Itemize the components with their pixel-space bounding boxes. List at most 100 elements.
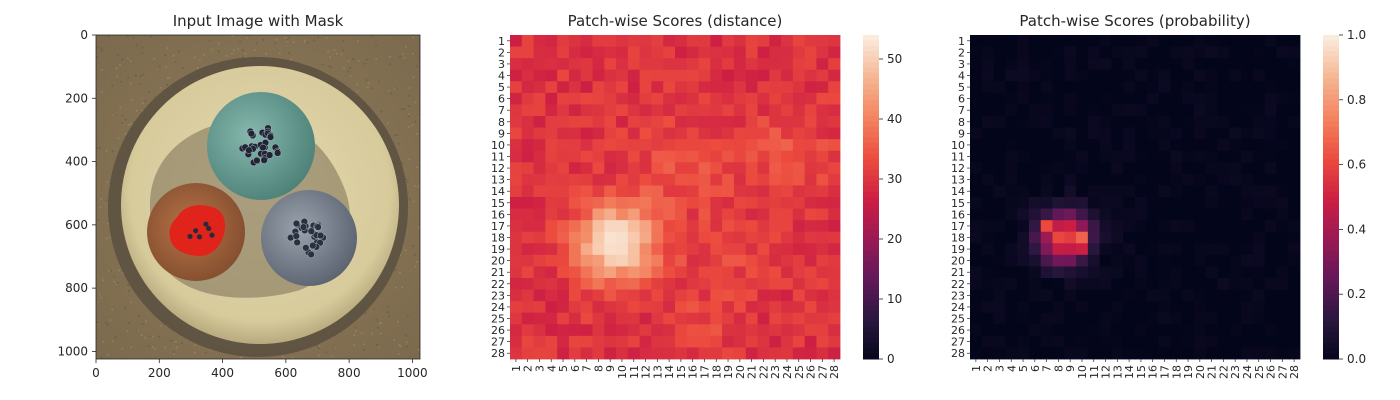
heatmap-cell xyxy=(1182,289,1195,302)
speckle xyxy=(412,36,415,39)
heatmap-cell xyxy=(604,197,617,209)
heatmap-cell xyxy=(521,254,534,267)
heatmap-cell xyxy=(1241,173,1254,186)
heatmap-cell xyxy=(1028,208,1042,221)
heatmap-y-tick-label: 1 xyxy=(498,35,505,48)
heatmap-cell xyxy=(981,231,994,244)
heatmap-cell xyxy=(580,58,593,71)
probability-heatmap-panel: Patch-wise Scores (probability) 12345678… xyxy=(951,12,1366,379)
heatmap-cell xyxy=(745,231,758,244)
heatmap-cell xyxy=(1182,324,1195,337)
heatmap-cell xyxy=(1264,197,1277,209)
speckle xyxy=(194,344,196,347)
heatmap-cell xyxy=(627,92,641,105)
heatmap-cell xyxy=(1229,139,1242,152)
heatmap-y-tick-label: 23 xyxy=(491,289,505,302)
heatmap-cell xyxy=(981,254,994,267)
heatmap-cell xyxy=(1276,254,1289,267)
heatmap-cell xyxy=(816,92,829,105)
heatmap-cell xyxy=(1288,185,1301,198)
heatmap-cell xyxy=(804,208,817,221)
heatmap-cell xyxy=(675,116,688,128)
heatmap-cell xyxy=(757,127,770,140)
heatmap-cell xyxy=(1229,46,1242,59)
heatmap-cell xyxy=(1252,35,1266,47)
heatmap-cell xyxy=(1146,139,1159,152)
heatmap-cell xyxy=(604,220,617,233)
heatmap-cell xyxy=(592,324,605,337)
heatmap-cell xyxy=(604,162,617,175)
heatmap-cell xyxy=(745,289,758,302)
heatmap-cell xyxy=(733,312,747,325)
heatmap-cell xyxy=(686,46,699,59)
heatmap-cell xyxy=(1193,150,1207,163)
heatmap-cell xyxy=(1087,254,1101,267)
heatmap-cell xyxy=(1028,243,1042,256)
speckle xyxy=(115,283,118,286)
heatmap-cell xyxy=(993,58,1006,71)
heatmap-cell xyxy=(1099,231,1112,244)
heatmap-cell xyxy=(993,197,1006,209)
heatmap-cell xyxy=(1040,208,1053,221)
heatmap-cell xyxy=(639,116,652,128)
heatmap-cell xyxy=(1135,35,1148,47)
speckle xyxy=(362,348,365,351)
heatmap-cell xyxy=(1252,104,1266,117)
colorbar-segment xyxy=(1323,67,1339,74)
heatmap-cell xyxy=(651,278,664,290)
heatmap-cell xyxy=(1276,243,1289,256)
heatmap-cell xyxy=(1099,289,1112,302)
heatmap-cell xyxy=(1146,243,1159,256)
heatmap-cell xyxy=(616,58,629,71)
heatmap-cell xyxy=(781,254,794,267)
heatmap-cell xyxy=(1017,127,1030,140)
heatmap-cell xyxy=(828,312,841,325)
speckle xyxy=(399,345,402,348)
heatmap-cell xyxy=(1099,347,1112,360)
heatmap-cell xyxy=(816,220,829,233)
heatmap-cell xyxy=(1005,347,1018,360)
mask-hole xyxy=(187,233,193,240)
heatmap-cell xyxy=(675,301,688,314)
heatmap-cell xyxy=(557,347,570,360)
colorbar-segment xyxy=(863,288,879,295)
heatmap-cell xyxy=(769,278,782,290)
heatmap-cell xyxy=(1252,162,1266,175)
heatmap-cell xyxy=(604,139,617,152)
heatmap-cell xyxy=(627,81,641,94)
speckle xyxy=(357,59,360,62)
heatmap-cell xyxy=(1276,231,1289,244)
heatmap-cell xyxy=(557,81,570,94)
colorbar-segment xyxy=(1323,234,1339,241)
heatmap-cell xyxy=(816,185,829,198)
heatmap-cell xyxy=(639,81,652,94)
speckle xyxy=(418,116,420,119)
heatmap-y-tick-label: 15 xyxy=(951,197,965,210)
heatmap-cell xyxy=(1028,254,1042,267)
heatmap-cell xyxy=(757,185,770,198)
heatmap-cell xyxy=(604,254,617,267)
heatmap-cell xyxy=(568,335,582,348)
heatmap-cell xyxy=(663,289,676,302)
heatmap-cell xyxy=(1288,46,1301,59)
speckle xyxy=(286,39,289,41)
heatmap-cell xyxy=(1229,35,1242,47)
heatmap-cell xyxy=(1040,35,1053,47)
heatmap-cell xyxy=(1241,69,1254,82)
heatmap-cell xyxy=(710,289,723,302)
heatmap-cell xyxy=(970,69,983,82)
heatmap-cell xyxy=(698,35,711,47)
heatmap-cell xyxy=(1193,116,1207,128)
heatmap-cell xyxy=(1052,312,1065,325)
heatmap-cell xyxy=(1158,92,1171,105)
heatmap-cell xyxy=(686,301,699,314)
heatmap-cell xyxy=(1252,173,1266,186)
speckle xyxy=(175,346,178,349)
speckle xyxy=(153,57,156,60)
heatmap-cell xyxy=(1028,127,1042,140)
heatmap-cell xyxy=(1017,301,1030,314)
heatmap-cell xyxy=(981,104,994,117)
heatmap-cell xyxy=(521,116,534,128)
heatmap-cell xyxy=(1241,185,1254,198)
heatmap-cell xyxy=(592,35,605,47)
